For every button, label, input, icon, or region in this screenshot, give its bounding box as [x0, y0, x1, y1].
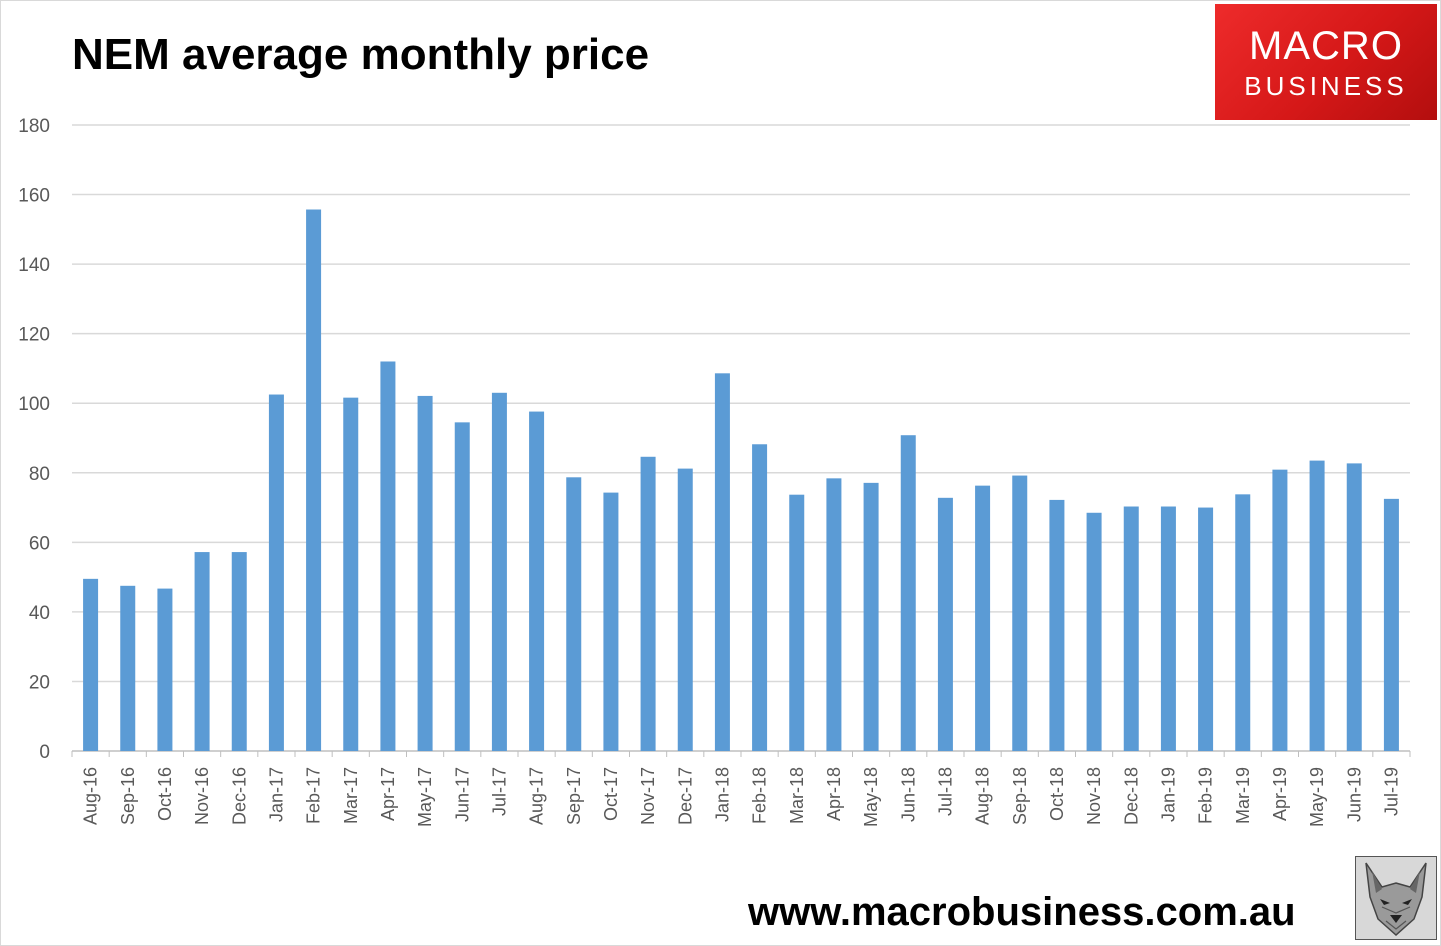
y-tick-label: 180	[18, 116, 50, 137]
y-tick-label: 160	[18, 186, 50, 207]
x-tick-label: Oct-16	[155, 767, 175, 821]
x-tick-label: Aug-17	[527, 767, 547, 825]
bar-Dec-16	[231, 552, 247, 751]
x-tick-label: Nov-16	[192, 767, 212, 825]
website-url: www.macrobusiness.com.au	[748, 890, 1296, 934]
bar-Sep-18	[1012, 475, 1028, 751]
y-tick-label: 100	[18, 394, 50, 415]
x-tick-label: Jun-17	[452, 767, 472, 822]
x-tick-label: Nov-18	[1084, 767, 1104, 825]
x-tick-label: Jul-17	[489, 767, 509, 816]
x-tick-label: Oct-17	[601, 767, 621, 821]
bar-May-18	[863, 482, 879, 751]
x-tick-label: Feb-18	[750, 767, 770, 824]
bar-Dec-17	[677, 468, 693, 751]
x-tick-label: Apr-19	[1270, 767, 1290, 821]
bar-Apr-19	[1272, 469, 1288, 751]
y-tick-label: 40	[29, 603, 50, 624]
bar-Feb-19	[1198, 507, 1214, 751]
bar-Nov-16	[194, 552, 210, 751]
x-tick-label: Jul-19	[1381, 767, 1401, 816]
x-tick-label: May-17	[415, 767, 435, 827]
x-tick-label: Apr-18	[824, 767, 844, 821]
bar-Nov-17	[640, 456, 656, 751]
bar-Sep-16	[120, 585, 136, 751]
x-tick-label: Nov-17	[638, 767, 658, 825]
bar-Mar-18	[789, 494, 805, 751]
y-tick-label: 0	[39, 742, 50, 763]
bars	[83, 209, 1399, 751]
bar-Feb-17	[306, 209, 322, 751]
y-tick-label: 140	[18, 255, 50, 276]
y-tick-label: 120	[18, 325, 50, 346]
x-tick-label: Dec-17	[675, 767, 695, 825]
x-tick-label: Dec-16	[229, 767, 249, 825]
x-tick-label: Mar-19	[1233, 767, 1253, 824]
x-tick-label: Jul-18	[935, 767, 955, 816]
bar-Apr-17	[380, 361, 396, 751]
bar-Aug-18	[975, 485, 991, 751]
bar-Jun-19	[1346, 463, 1362, 751]
bar-Mar-19	[1235, 494, 1251, 751]
x-axis-ticks: Aug-16 Sep-16 Oct-16 Nov-16 Dec-16 Jan-17 Feb-…	[71, 751, 1411, 827]
y-tick-label: 80	[29, 464, 50, 485]
x-tick-label: Sep-18	[1010, 767, 1030, 825]
chart-title: NEM average monthly price	[72, 30, 650, 79]
bar-Jul-17	[491, 392, 507, 751]
x-tick-label: Feb-19	[1196, 767, 1216, 824]
wolf-head-icon	[1355, 856, 1437, 940]
macrobusiness-logo: MACRO BUSINESS	[1215, 4, 1437, 120]
bar-Jan-17	[268, 394, 284, 751]
bar-Jun-17	[454, 422, 470, 751]
bar-May-19	[1309, 460, 1325, 751]
bar-Jul-18	[937, 497, 953, 751]
x-tick-label: Jun-18	[898, 767, 918, 822]
bar-Dec-18	[1123, 506, 1139, 751]
x-tick-label: Apr-17	[378, 767, 398, 821]
bar-Jul-19	[1383, 498, 1399, 751]
bar-Oct-17	[603, 492, 619, 751]
x-tick-label: Sep-16	[118, 767, 138, 825]
x-tick-label: Aug-16	[81, 767, 101, 825]
x-tick-label: Oct-18	[1047, 767, 1067, 821]
bar-Aug-17	[529, 411, 545, 751]
bar-Oct-16	[157, 588, 173, 751]
x-tick-label: Aug-18	[973, 767, 993, 825]
x-tick-label: Feb-17	[304, 767, 324, 824]
logo-line-macro: MACRO	[1249, 24, 1403, 68]
x-tick-label: May-18	[861, 767, 881, 827]
x-tick-label: Jun-19	[1344, 767, 1364, 822]
x-tick-label: Jan-17	[266, 767, 286, 822]
bar-Apr-18	[826, 478, 842, 751]
y-tick-label: 60	[29, 533, 50, 554]
logo-line-business: BUSINESS	[1244, 71, 1408, 101]
x-tick-label: Mar-17	[341, 767, 361, 824]
x-tick-label: Mar-18	[787, 767, 807, 824]
bar-Nov-18	[1086, 512, 1102, 751]
bar-Jun-18	[900, 435, 916, 751]
x-tick-label: Sep-17	[564, 767, 584, 825]
x-tick-label: Jan-18	[712, 767, 732, 822]
bar-Jan-18	[714, 373, 730, 751]
x-tick-label: Dec-18	[1121, 767, 1141, 825]
bar-Jan-19	[1160, 506, 1176, 751]
bar-Aug-16	[83, 578, 99, 751]
y-tick-label: 20	[29, 672, 50, 693]
bar-Sep-17	[566, 477, 582, 751]
x-tick-label: Jan-19	[1158, 767, 1178, 822]
y-axis-ticks: 0 20 40 60 80 100 120 140 160 180	[18, 116, 50, 763]
bar-Oct-18	[1049, 499, 1065, 751]
bar-May-17	[417, 395, 433, 751]
bar-Feb-18	[752, 444, 768, 751]
bar-Mar-17	[343, 397, 359, 751]
x-tick-label: May-19	[1307, 767, 1327, 827]
